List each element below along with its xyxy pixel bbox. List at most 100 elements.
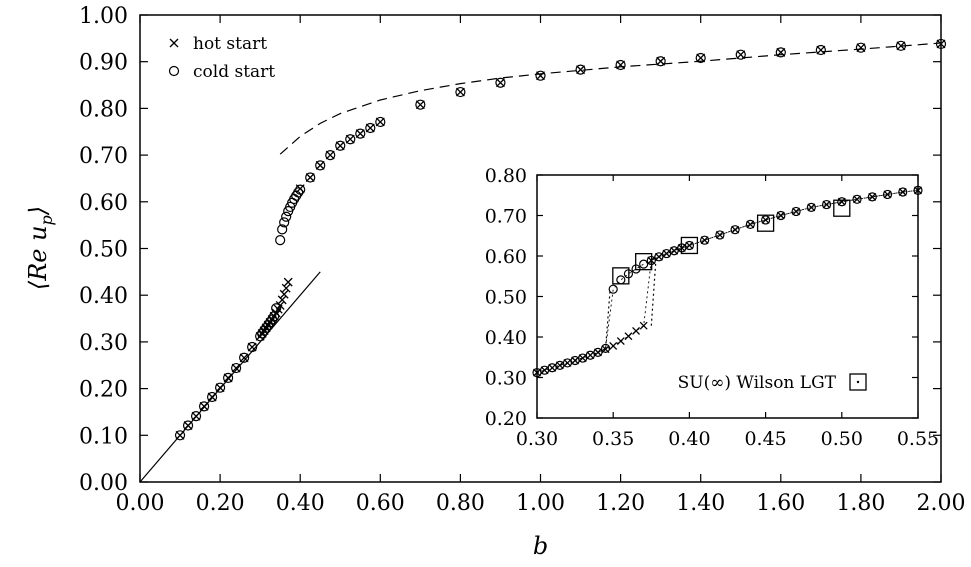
inset-point-hot-start: [555, 361, 564, 370]
inset-legend-label: SU(∞) Wilson LGT: [678, 373, 837, 393]
main-point-cold-start: [182, 420, 194, 431]
x-axis-title: b: [533, 532, 548, 560]
inset-y-tick-label: 0.40: [485, 327, 527, 349]
main-point-cold-start: [279, 217, 290, 228]
main-point-hot-start: [191, 411, 201, 421]
main-point-hot-start: [536, 71, 545, 81]
inset-y-tick-label: 0.70: [485, 206, 527, 228]
inset-y-tick-label: 0.60: [485, 246, 527, 268]
main-point-cold-start: [615, 59, 626, 71]
inset-point-hot-start: [632, 326, 641, 335]
inset-line-dotted: [650, 260, 657, 326]
main-point-cold-start: [281, 211, 292, 222]
main-point-cold-start: [495, 77, 506, 88]
main-point-hot-start: [281, 283, 291, 293]
main-x-tick-label: 0.60: [356, 491, 405, 516]
inset-point-hot-start: [639, 321, 648, 330]
inset-legend-marker-square: [849, 373, 867, 391]
inset-point-su-wilson-lgt: [612, 267, 630, 285]
main-point-hot-start: [315, 160, 325, 170]
main-x-tick-label: 0.40: [276, 491, 325, 516]
main-point-cold-start: [695, 52, 706, 64]
main-y-tick-label: 0.40: [79, 284, 128, 309]
main-point-hot-start: [856, 43, 866, 53]
main-point-hot-start: [223, 373, 233, 383]
main-point-cold-start: [198, 401, 210, 412]
inset-point-hot-start: [616, 337, 625, 346]
main-point-hot-start: [936, 39, 946, 49]
main-point-hot-start: [656, 56, 666, 66]
y-axis-title-subscript: p: [37, 215, 56, 225]
main-point-hot-start: [277, 295, 287, 305]
main-x-tick-label: 2.00: [917, 491, 966, 516]
main-x-tick-label: 0.20: [196, 491, 245, 516]
inset-point-cold-start: [654, 252, 664, 262]
main-point-cold-start: [375, 116, 386, 128]
inset-point-cold-start: [730, 225, 740, 235]
legend-marker-cold-start: [168, 65, 180, 77]
y-axis-title-main: ⟨Re u: [24, 225, 52, 290]
main-point-cold-start: [335, 140, 346, 151]
main-point-cold-start: [206, 391, 218, 403]
main-point-hot-start: [355, 129, 365, 139]
main-point-cold-start: [415, 99, 426, 110]
main-x-tick-label: 1.40: [676, 491, 725, 516]
main-y-tick-label: 0.00: [79, 471, 128, 496]
inset-point-su-wilson-lgt: [635, 253, 653, 271]
main-point-hot-start: [776, 47, 786, 57]
main-point-cold-start: [735, 49, 746, 60]
main-point-cold-start: [935, 38, 947, 50]
y-axis-title-close: ⟩: [24, 206, 52, 216]
inset-point-hot-start: [914, 186, 922, 195]
main-point-cold-start: [345, 134, 356, 145]
main-point-hot-start: [335, 141, 345, 151]
main-point-cold-start: [215, 382, 226, 393]
inset-point-hot-start: [807, 203, 816, 212]
main-x-tick-label: 0.00: [116, 491, 165, 516]
inset-point-cold-start: [806, 202, 816, 212]
inset-plot: 0.30 0.35 0.40 0.45 0.50 0.550.200.300.400.50…: [485, 165, 939, 450]
main-y-tick-label: 0.10: [79, 424, 128, 449]
inset-x-tick-label: 0.30: [516, 428, 558, 450]
main-x-tick-label: 1.60: [756, 491, 805, 516]
main-point-cold-start: [269, 311, 280, 322]
inset-point-cold-start: [700, 235, 710, 245]
main-point-cold-start: [271, 303, 282, 314]
inset-x-tick-label: 0.50: [821, 428, 863, 450]
inset-point-hot-start: [761, 215, 770, 224]
main-point-hot-start: [616, 60, 626, 70]
main-x-tick-label: 1.80: [836, 491, 885, 516]
main-point-hot-start: [325, 150, 335, 160]
main-point-cold-start: [239, 352, 250, 363]
legend-marker-hot-start: [169, 38, 179, 48]
inset-point-cold-start: [745, 219, 755, 230]
inset-point-cold-start: [715, 230, 725, 240]
main-y-tick-label: 0.20: [79, 378, 128, 403]
main-y-tick-label: 0.70: [79, 144, 128, 169]
inset-point-hot-start: [700, 236, 709, 245]
main-point-cold-start: [535, 70, 546, 81]
inset-y-tick-label: 0.20: [485, 408, 527, 430]
main-y-tick-label: 0.30: [79, 331, 128, 356]
main-y-tick-label: 0.90: [79, 51, 128, 76]
inset-point-hot-start: [571, 356, 580, 365]
inset-point-cold-start: [882, 189, 893, 200]
main-point-hot-start: [199, 401, 209, 411]
main-point-hot-start: [283, 277, 293, 287]
inset-point-su-wilson-lgt: [680, 236, 699, 255]
inset-point-su-wilson-lgt: [756, 214, 775, 232]
inset-point-hot-start: [540, 366, 549, 375]
legend-label-hot-start: hot start: [193, 34, 267, 54]
y-axis-title: ⟨Re up⟩: [24, 206, 56, 290]
main-point-cold-start: [815, 44, 826, 56]
inset-point-hot-start: [654, 252, 663, 261]
main-y-tick-label: 0.50: [79, 238, 128, 263]
main-point-cold-start: [277, 224, 288, 235]
inset-point-su-wilson-lgt: [833, 199, 851, 217]
inset-point-cold-start: [913, 185, 923, 195]
inset-point-cold-start: [898, 187, 908, 197]
main-point-hot-start: [375, 117, 385, 127]
inset-point-hot-start: [776, 211, 785, 220]
inset-x-tick-label: 0.45: [744, 428, 786, 450]
main-point-hot-start: [215, 383, 225, 393]
